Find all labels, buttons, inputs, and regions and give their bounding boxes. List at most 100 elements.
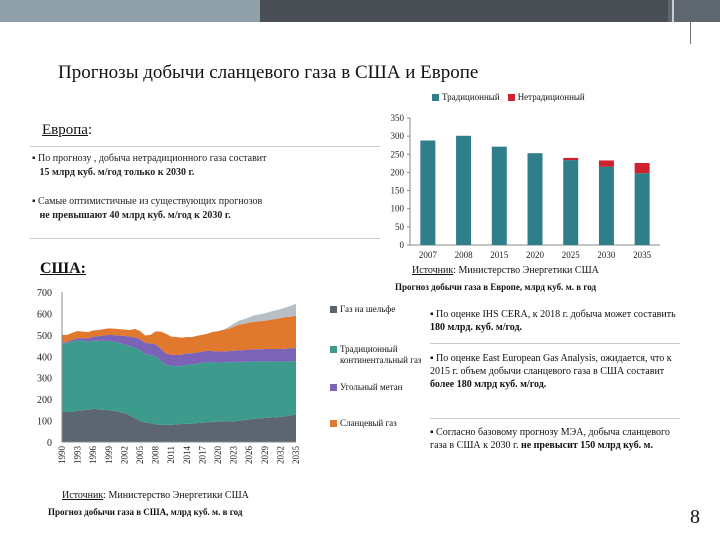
legend-swatch-unconventional [507,94,515,102]
legend-item-shale: Сланцевый газ [330,418,430,429]
usa-y-tick-label: 700 [37,288,52,299]
top-banner-left-block [0,0,260,22]
europe-x-tick-label: 2025 [562,250,581,260]
usa-x-tick-label: 2017 [197,446,207,465]
europe-heading: Европа: [42,122,92,139]
right-bullet-1-bold: 180 млрд. куб. м/год. [430,322,523,333]
europe-y-tick-label: 300 [391,131,405,141]
usa-x-tick-label: 1999 [104,446,114,465]
page-number: 8 [690,506,700,528]
usa-y-tick-label: 100 [37,417,52,428]
usa-y-tick-label: 600 [37,309,52,320]
right-divider-1 [430,343,680,344]
legend-item-coal-methane: Угольный метан [330,382,430,393]
usa-area-shelf [62,408,296,442]
legend-item-unconventional: Нетрадиционный [507,92,585,102]
usa-x-tick-label: 2005 [135,446,145,465]
europe-bar-traditional [456,135,472,245]
legend-label-traditional: Традиционный [442,92,500,102]
legend-label-shale: Сланцевый газ [340,418,397,428]
legend-swatch-shelf [330,306,337,313]
europe-y-tick-label: 50 [395,222,405,232]
europe-x-tick-label: 2007 [419,250,438,260]
usa-area-coal-methane [62,334,296,367]
usa-y-tick-label: 200 [37,395,52,406]
europe-bar-traditional [563,160,579,245]
usa-heading: США: [40,260,87,277]
europe-chart-caption: Прогноз добычи газа в Европе, млрд куб. … [395,282,597,292]
right-bullet-1: ▪ По оценке IHS CERA, к 2018 г. добыча м… [430,309,676,333]
usa-x-tick-label: 2029 [260,446,270,465]
europe-chart-legend: Традиционный Нетрадиционный [432,92,585,102]
right-bullet-1-text: По оценке IHS CERA, к 2018 г. добыча мож… [436,309,676,320]
legend-swatch-shale [330,420,337,427]
right-bullet-2: ▪ По оценке East European Gas Analysis, … [430,353,672,390]
europe-y-tick-label: 200 [391,167,405,177]
usa-x-tick-label: 1993 [73,446,83,465]
europe-x-tick-label: 2030 [597,250,616,260]
usa-y-tick-label: 400 [37,352,52,363]
usa-chart-caption: Прогноз добычи газа в США, млрд куб. м. … [48,507,243,517]
usa-x-tick-label: 2002 [119,446,129,464]
usa-x-tick-label: 2026 [244,446,254,465]
usa-area-top-band [62,303,296,338]
usa-x-tick-label: 1996 [88,446,98,465]
usa-y-tick-label: 500 [37,331,52,342]
europe-source-label: Источник [412,265,454,276]
legend-swatch-coal-methane [330,384,337,391]
europe-chart-source: Источник: Министерство Энергетики США [412,265,599,276]
europe-x-tick-label: 2008 [455,250,474,260]
right-bullet-3-text: Согласно базовому прогнозу МЭА, добыча с… [430,427,670,451]
europe-y-tick-label: 150 [391,186,405,196]
europe-divider-bottom [30,238,380,239]
europe-bar-unconventional [634,162,650,174]
slide-title: Прогнозы добычи сланцевого газа в США и … [58,62,479,83]
europe-divider-top [30,146,380,147]
europe-heading-colon: : [87,122,93,138]
europe-heading-label: Европа [42,122,88,138]
usa-y-tick-label: 0 [47,438,52,449]
legend-item-shelf: Газ на шельфе [330,304,430,315]
europe-bar-chart: 0 50 100 150 200 250 300 350 2007 2008 2015 2020 202… [391,113,660,260]
europe-x-tick-label: 2035 [633,250,652,260]
usa-area-shale [62,315,296,355]
right-bullet-3-bold: не превысит 150 млрд куб. м. [520,440,653,451]
top-banner [0,0,720,22]
usa-area-continental [62,340,296,425]
top-banner-rule [690,22,691,44]
usa-x-tick-label: 2035 [291,446,301,465]
legend-label-continental: Традиционный континентальный газ [340,344,422,365]
europe-y-tick-label: 0 [400,240,405,250]
europe-x-tick-label: 2020 [526,250,545,260]
usa-source-text: : Министерство Энергетики США [103,490,249,501]
europe-bullet-2: ▪ Самые оптимистичные из существующих пр… [32,196,263,221]
europe-bar-traditional [420,140,436,245]
right-divider-2 [430,418,680,419]
europe-bar-unconventional [563,157,579,161]
europe-bar-traditional [634,173,650,245]
europe-bar-traditional [598,166,614,245]
europe-bullet-2-text: Самые оптимистичные из существующих прог… [38,196,263,207]
europe-bullet-2-bold: не превышают 40 млрд куб. м/год к 2030 г… [39,210,231,221]
legend-item-traditional: Традиционный [432,92,500,102]
right-bullet-2-text: По оценке East European Gas Analysis, ож… [430,353,672,377]
europe-bullet-1-text: По прогнозу , добыча нетрадиционного газ… [38,153,267,164]
usa-x-tick-label: 2032 [275,446,285,464]
usa-source-label: Источник [62,490,104,501]
top-banner-accent [668,0,720,22]
legend-label-coal-methane: Угольный метан [340,382,403,392]
europe-bar-unconventional [598,160,614,167]
europe-source-text: : Министерство Энергетики США [453,265,599,276]
usa-area-chart: 0 100 200 300 400 500 600 700 1990 1993 1996 1999 20… [37,288,301,465]
europe-y-tick-label: 350 [391,113,405,123]
usa-x-tick-label: 2014 [182,446,192,465]
legend-swatch-continental [330,346,337,353]
usa-y-tick-label: 300 [37,374,52,385]
legend-swatch-traditional [432,94,439,102]
right-bullet-2-bold: более 180 млрд куб. м/год. [430,379,547,390]
usa-x-tick-label: 2011 [166,446,176,464]
usa-x-tick-label: 2008 [151,446,161,465]
usa-chart-source: Источник: Министерство Энергетики США [62,490,249,501]
right-bullet-3: ▪ Согласно базовому прогнозу МЭА, добыча… [430,427,670,451]
europe-bar-traditional [527,153,543,245]
